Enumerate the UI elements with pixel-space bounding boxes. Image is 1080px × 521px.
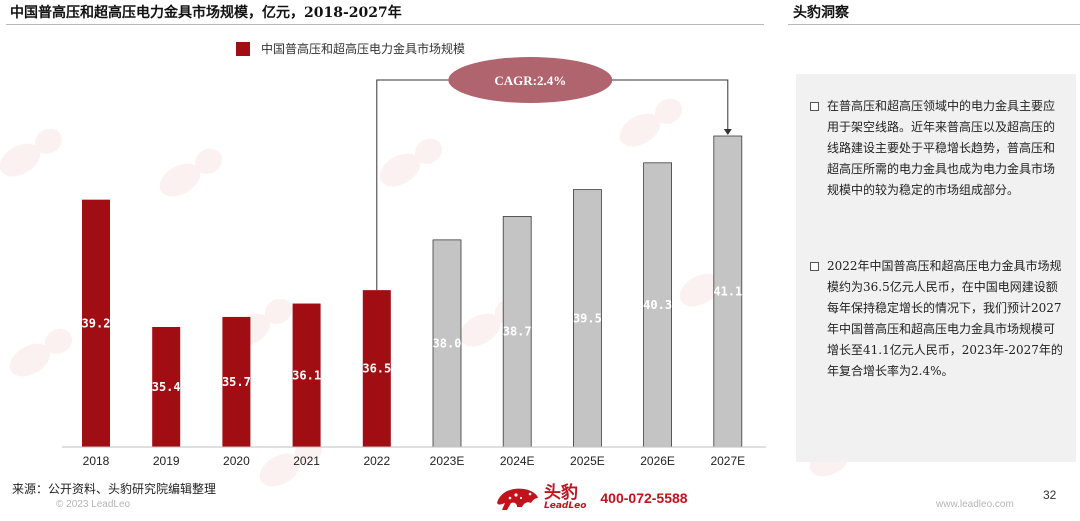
legend-swatch: [236, 41, 250, 56]
bar-2021: [292, 303, 321, 447]
x-tick-label: 2018: [83, 454, 110, 468]
leopard-logo-icon: [497, 488, 538, 510]
bar-value-label: 36.5: [362, 362, 391, 376]
chart-legend: 中国普高压和超高压电力金具市场规模: [236, 40, 465, 57]
insight-text: 2022年中国普高压和超高压电力金具市场规模约为36.5亿元人民币，在中国电网建…: [827, 259, 1063, 378]
bar-value-label: 35.7: [222, 375, 251, 389]
x-tick-label: 2024E: [500, 454, 535, 468]
checkbox-bullet-icon: [810, 262, 819, 271]
bar-2024E: [502, 216, 532, 448]
insight-divider: [788, 24, 1080, 25]
x-tick-label: 2023E: [430, 454, 465, 468]
bar-2025E: [573, 189, 602, 448]
x-tick-label: 2022: [363, 454, 390, 468]
x-tick-label: 2021: [293, 454, 320, 468]
x-tick-label: 2027E: [710, 454, 745, 468]
website-link[interactable]: www.leadleo.com: [936, 499, 1014, 510]
bar-value-label: 36.1: [292, 368, 321, 382]
cagr-arrow-icon: [723, 129, 732, 135]
bar-value-label: 39.5: [573, 311, 602, 325]
title-divider: [6, 24, 764, 25]
insight-text: 在普高压和超高压领域中的电力金具主要应用于架空线路。近年来普高压以及超高压的线路…: [827, 99, 1056, 197]
insight-item: 2022年中国普高压和超高压电力金具市场规模约为36.5亿元人民币，在中国电网建…: [810, 256, 1066, 382]
bar-2020: [222, 316, 251, 447]
insight-title: 头豹洞察: [793, 5, 849, 21]
bar-value-label: 39.2: [82, 316, 111, 330]
x-tick-label: 2025E: [570, 454, 605, 468]
page-number: 32: [1043, 488, 1057, 502]
brand-sub: LeadLeo: [544, 501, 587, 511]
bar-2022: [362, 290, 391, 447]
cagr-label: CAGR:2.4%: [494, 73, 566, 88]
brand-name: 头豹: [544, 483, 578, 503]
source-note: 来源：公开资料、头豹研究院编辑整理: [12, 482, 217, 496]
x-tick-label: 2026E: [640, 454, 675, 468]
bar-value-label: 40.3: [643, 298, 672, 312]
bar-value-label: 38.7: [503, 325, 532, 339]
bar-2023E: [432, 239, 462, 448]
legend-label: 中国普高压和超高压电力金具市场规模: [261, 42, 466, 56]
bar-chart: 39.2 35.4 35.7 36.1 36.5 38.0 38.7 39.5 40.3 41.1…: [62, 57, 766, 468]
brand-text: 头豹 LeadLeo: [544, 485, 586, 511]
bar-2018: [82, 199, 110, 447]
copyright-text: © 2023 LeadLeo: [56, 499, 131, 510]
bar-2019: [152, 327, 181, 447]
insight-item: 在普高压和超高压领域中的电力金具主要应用于架空线路。近年来普高压以及超高压的线路…: [810, 96, 1066, 201]
insight-panel: 在普高压和超高压领域中的电力金具主要应用于架空线路。近年来普高压以及超高压的线路…: [796, 74, 1076, 462]
x-tick-label: 2019: [153, 454, 180, 468]
bar-value-label: 38.0: [433, 336, 462, 350]
footer-brand: 头豹 LeadLeo 400-072-5588: [494, 483, 688, 513]
bar-value-label: 35.4: [152, 380, 181, 394]
chart-title: 中国普高压和超高压电力金具市场规模，亿元，2018-2027年: [10, 5, 402, 21]
x-tick-label: 2020: [223, 454, 250, 468]
cagr-connector-line: [376, 79, 729, 291]
bar-value-label: 41.1: [713, 285, 742, 299]
bar-2026E: [643, 162, 672, 448]
phone-number: 400-072-5588: [600, 490, 688, 506]
bar-2027E: [713, 135, 743, 448]
cagr-ellipse: [448, 57, 613, 103]
checkbox-bullet-icon: [810, 102, 819, 111]
